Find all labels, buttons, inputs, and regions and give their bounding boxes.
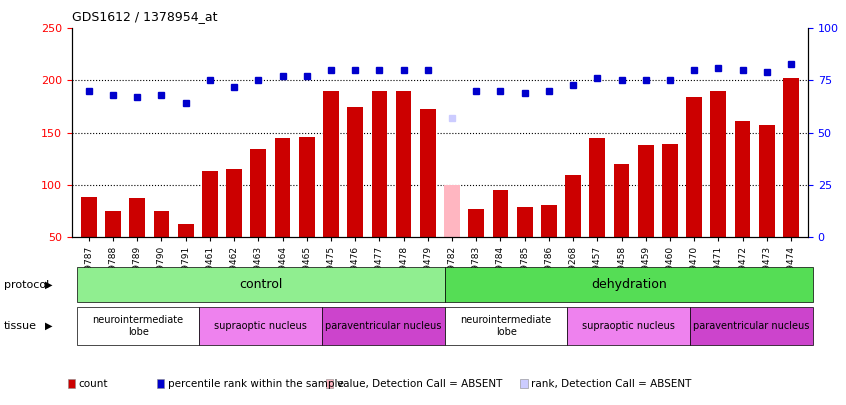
Bar: [81, 197, 96, 237]
Bar: [662, 144, 678, 237]
Bar: [105, 211, 121, 237]
Text: ▶: ▶: [45, 321, 52, 331]
Text: supraoptic nucleus: supraoptic nucleus: [214, 321, 307, 331]
Bar: [638, 145, 654, 237]
Bar: [541, 205, 557, 237]
Bar: [783, 79, 799, 237]
Text: tissue: tissue: [4, 321, 37, 331]
Bar: [517, 207, 532, 237]
Bar: [759, 125, 775, 237]
Text: neurointermediate
lobe: neurointermediate lobe: [460, 315, 552, 337]
Text: GDS1612 / 1378954_at: GDS1612 / 1378954_at: [72, 10, 217, 23]
Text: count: count: [79, 379, 108, 388]
Text: protocol: protocol: [4, 279, 49, 290]
Bar: [154, 211, 169, 237]
Text: control: control: [239, 278, 283, 291]
Bar: [420, 109, 436, 237]
Bar: [565, 175, 581, 237]
Bar: [444, 185, 460, 237]
Bar: [202, 171, 217, 237]
Bar: [396, 91, 411, 237]
Bar: [68, 379, 75, 388]
Bar: [77, 267, 445, 302]
Bar: [371, 91, 387, 237]
Bar: [250, 149, 266, 237]
Bar: [275, 138, 290, 237]
Text: neurointermediate
lobe: neurointermediate lobe: [92, 315, 184, 337]
Bar: [226, 169, 242, 237]
Bar: [326, 379, 333, 388]
Bar: [299, 137, 315, 237]
Bar: [445, 307, 568, 345]
Text: paraventricular nucleus: paraventricular nucleus: [326, 321, 442, 331]
Text: dehydration: dehydration: [591, 278, 667, 291]
Bar: [200, 307, 322, 345]
Bar: [323, 91, 339, 237]
Bar: [686, 97, 702, 237]
Text: ▶: ▶: [45, 279, 52, 290]
Bar: [445, 267, 813, 302]
Bar: [492, 190, 508, 237]
Text: percentile rank within the sample: percentile rank within the sample: [168, 379, 343, 388]
Bar: [178, 224, 194, 237]
Text: supraoptic nucleus: supraoptic nucleus: [582, 321, 675, 331]
Bar: [77, 307, 200, 345]
Bar: [469, 209, 484, 237]
Bar: [568, 307, 690, 345]
Bar: [690, 307, 813, 345]
Text: rank, Detection Call = ABSENT: rank, Detection Call = ABSENT: [531, 379, 692, 388]
Bar: [157, 379, 164, 388]
Text: value, Detection Call = ABSENT: value, Detection Call = ABSENT: [337, 379, 502, 388]
Bar: [711, 91, 726, 237]
Bar: [613, 164, 629, 237]
Text: paraventricular nucleus: paraventricular nucleus: [694, 321, 810, 331]
Bar: [348, 107, 363, 237]
Bar: [322, 307, 445, 345]
Bar: [129, 198, 146, 237]
Bar: [590, 138, 605, 237]
Bar: [520, 379, 528, 388]
Bar: [734, 121, 750, 237]
